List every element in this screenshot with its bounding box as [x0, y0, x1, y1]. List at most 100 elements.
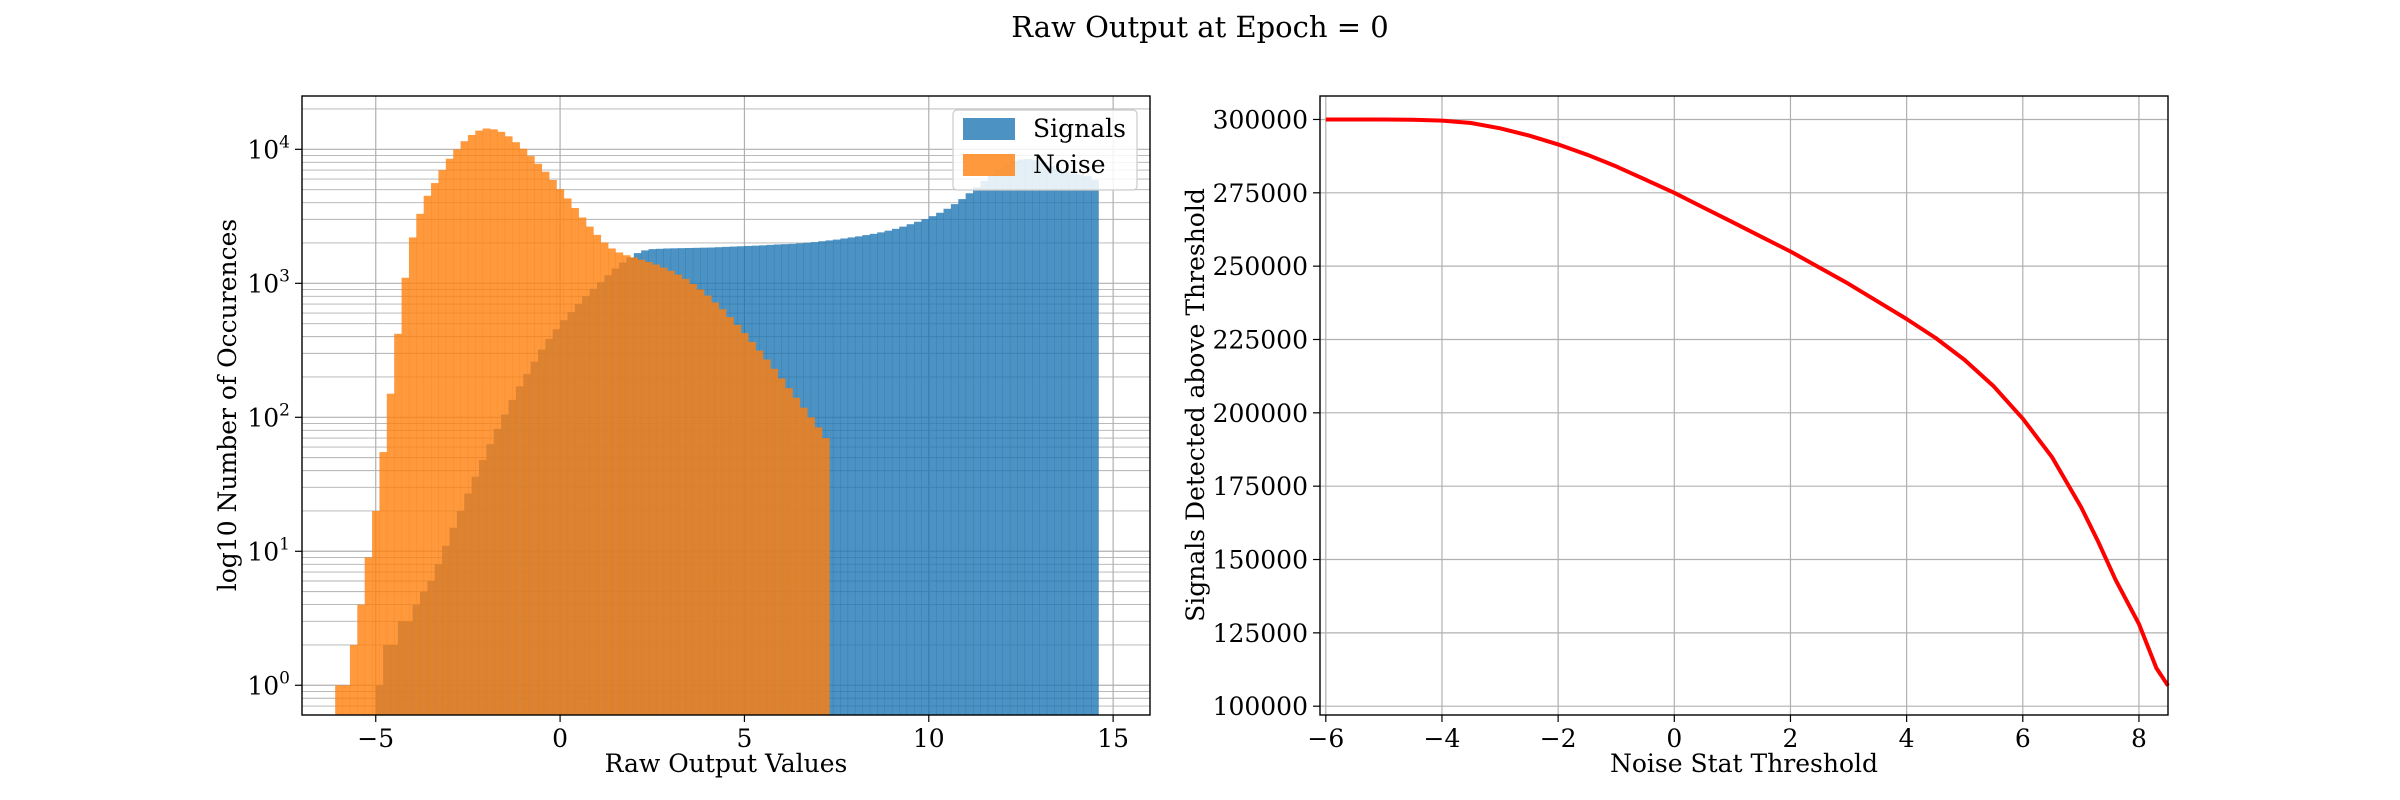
line-y-tick-label: 300000 [1213, 105, 1308, 134]
noise-bar [379, 452, 388, 715]
figure-title: Raw Output at Epoch = 0 [1011, 10, 1389, 44]
legend-swatch-noise [963, 154, 1015, 176]
noise-bar [445, 158, 454, 715]
line-x-tick-label: −4 [1424, 724, 1461, 753]
signals-bar [1032, 160, 1040, 716]
noise-bar [770, 368, 779, 715]
noise-bar [349, 644, 358, 715]
signals-bar [884, 230, 893, 715]
noise-bar [696, 289, 705, 715]
noise-bar [519, 148, 528, 716]
histogram-x-tick-label: 5 [736, 724, 752, 753]
signals-bar [847, 237, 856, 716]
signals-bar [914, 221, 922, 715]
noise-bar [681, 278, 690, 715]
legend-label-signals: Signals [1033, 114, 1126, 143]
noise-bar [394, 333, 402, 715]
noise-bar [416, 213, 425, 715]
noise-bar [748, 341, 756, 715]
histogram-y-axis-label: log10 Number of Occurences [213, 219, 242, 592]
noise-bar [703, 295, 712, 715]
noise-bar [711, 302, 720, 715]
noise-bar [689, 283, 697, 715]
noise-bar [799, 407, 808, 715]
noise-bar [630, 257, 638, 715]
noise-bar [718, 309, 727, 715]
signals-bar [1083, 176, 1092, 715]
line-x-ticks: −6 −4 −2 0 2 4 6 8 [1307, 715, 2147, 753]
histogram-x-tick-label: −5 [357, 724, 394, 753]
line-y-tick-label: 150000 [1213, 546, 1308, 575]
noise-bar [504, 136, 513, 715]
signals-bar [943, 208, 952, 715]
signals-bar [1091, 180, 1099, 716]
signals-bar [899, 226, 908, 715]
signals-bar [973, 187, 981, 715]
noise-bar [622, 255, 631, 715]
noise-bar [652, 264, 661, 715]
noise-bar [777, 378, 786, 715]
line-series-group [1325, 117, 2170, 687]
noise-bar [659, 267, 668, 715]
noise-bar [549, 180, 557, 716]
histogram-y-tick-label: 104 [247, 132, 290, 164]
signals-bar [987, 175, 996, 715]
line-y-tick-label: 100000 [1213, 692, 1308, 721]
line-x-tick-label: 4 [1899, 724, 1915, 753]
noise-bar [637, 259, 646, 715]
signals-bar [1068, 173, 1077, 715]
signals-bar [862, 235, 871, 715]
noise-bar [497, 131, 506, 715]
noise-bar [534, 163, 543, 716]
noise-bar [556, 189, 565, 716]
noise-bar [593, 234, 602, 716]
signals-bar [921, 219, 930, 715]
signals-bar [1009, 160, 1018, 715]
noise-bar [755, 350, 764, 715]
noise-bar [792, 397, 801, 715]
signals-bar [936, 212, 944, 716]
noise-bar [401, 277, 410, 715]
noise-bar [490, 129, 498, 716]
signals-bar [906, 224, 915, 715]
noise-bar [585, 226, 594, 715]
noise-bar [431, 183, 439, 715]
signals-bar [877, 232, 885, 716]
noise-bar [807, 417, 815, 715]
histogram-x-tick-label: 0 [552, 724, 568, 753]
noise-bar [762, 359, 771, 715]
line-y-tick-label: 250000 [1213, 252, 1308, 281]
signals-bar [840, 238, 849, 716]
histogram-y-tick-label: 101 [247, 534, 290, 566]
noise-bar [726, 317, 734, 715]
noise-bar [615, 252, 624, 716]
noise-bar [386, 393, 395, 715]
histogram-y-tick-label: 102 [247, 400, 290, 432]
histogram-x-tick-label: 15 [1097, 724, 1129, 753]
noise-bar [784, 388, 793, 715]
signals-bar [958, 199, 967, 716]
noise-bar [608, 248, 616, 715]
line-x-tick-label: 8 [2131, 724, 2147, 753]
signals-bar [995, 169, 1003, 716]
line-grid [1320, 96, 2168, 715]
noise-bar [467, 134, 476, 715]
noise-bar [453, 149, 461, 715]
line-y-ticks: 100000 125000 150000 175000 200000 225000 2500… [1213, 105, 1320, 721]
line-x-tick-label: 0 [1666, 724, 1682, 753]
noise-bar [644, 262, 653, 715]
noise-bar [667, 270, 675, 715]
noise-bar [541, 171, 550, 715]
signals-bar [1061, 171, 1070, 715]
noise-bar [821, 438, 830, 715]
signals-bar [891, 228, 900, 715]
noise-bar [423, 195, 432, 715]
line-x-axis-label: Noise Stat Threshold [1610, 749, 1878, 778]
line-axes-frame [1319, 95, 2169, 716]
noise-bar [563, 198, 572, 715]
noise-bar [733, 324, 742, 715]
line-x-tick-label: 6 [2015, 724, 2031, 753]
signals-bar [1076, 174, 1085, 715]
histogram-bars [335, 128, 1099, 716]
